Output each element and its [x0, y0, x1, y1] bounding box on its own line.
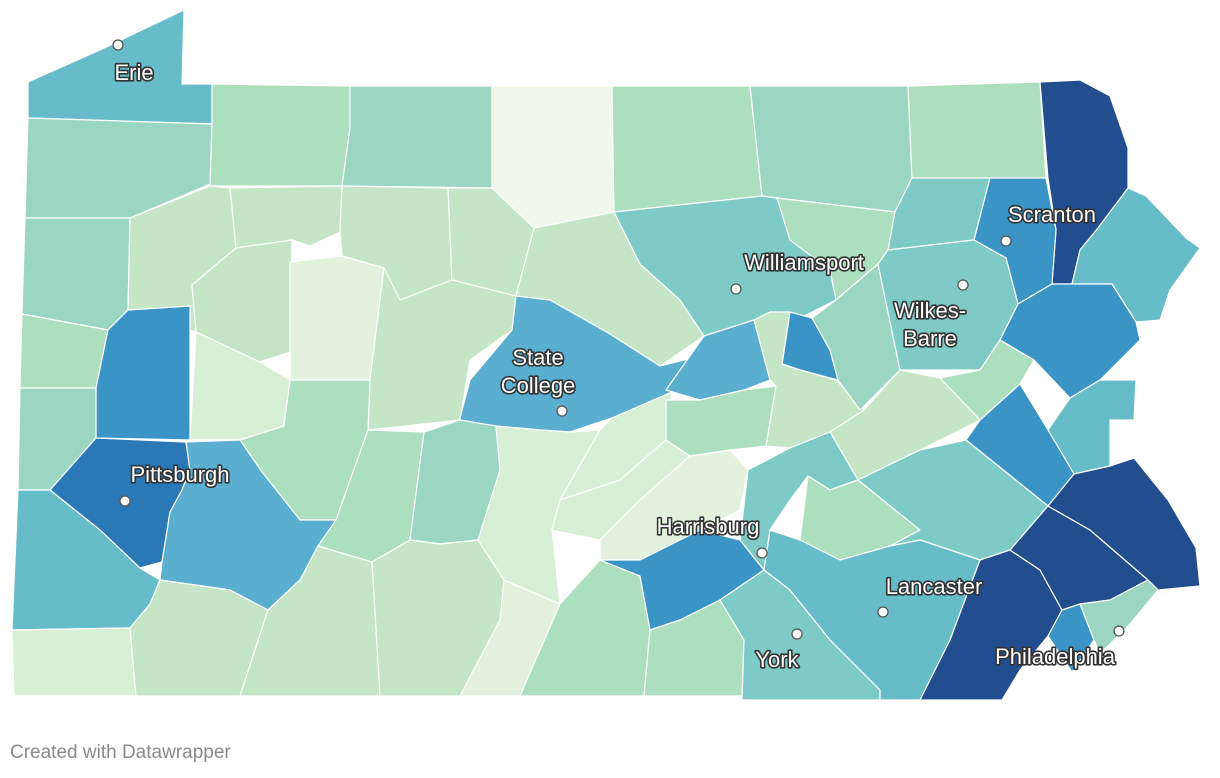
city-dot-icon	[791, 628, 803, 640]
county-bucks[interactable]	[1047, 457, 1201, 591]
county-warren[interactable]	[209, 83, 351, 187]
county-bradford[interactable]	[749, 85, 913, 213]
city-label-erie: Erie	[114, 60, 153, 85]
city-marker-york[interactable]: York	[754, 628, 803, 674]
city-label-lancaster: Lancaster	[886, 574, 983, 599]
city-dot-icon	[556, 405, 568, 417]
city-label-williamsport: Williamsport	[744, 250, 864, 275]
county-greene[interactable]	[11, 627, 137, 697]
county-mercer[interactable]	[21, 217, 131, 331]
county-mckean[interactable]	[341, 85, 493, 189]
city-marker-scranton[interactable]: Scranton	[1000, 200, 1098, 247]
county-jefferson[interactable]	[289, 255, 385, 381]
city-dot-icon	[1000, 235, 1012, 247]
city-dot-icon	[1113, 625, 1125, 637]
city-dot-icon	[112, 39, 124, 51]
county-snyder[interactable]	[665, 385, 777, 457]
city-label-harrisburg: Harrisburg	[657, 514, 760, 539]
county-tioga[interactable]	[611, 85, 763, 213]
county-dauphin[interactable]	[739, 431, 859, 571]
city-marker-erie[interactable]: Erie	[112, 39, 155, 87]
city-dot-icon	[119, 495, 131, 507]
city-label-pittsburgh: Pittsburgh	[130, 462, 229, 487]
county-centre[interactable]	[457, 295, 701, 433]
city-marker-state-college[interactable]: State College	[499, 343, 577, 417]
city-dot-icon	[877, 606, 889, 618]
city-label-wilkes-barre: Wilkes-Barre	[894, 298, 966, 351]
city-label-york: York	[755, 647, 799, 672]
county-delaware[interactable]	[1047, 603, 1095, 673]
datawrapper-credit[interactable]: Created with Datawrapper	[10, 742, 231, 763]
city-dot-icon	[756, 547, 768, 559]
county-layer	[11, 9, 1201, 701]
pennsylvania-choropleth-map: Erie Scranton Williamsport Wilkes-Barre Stat…	[11, 9, 1201, 701]
city-dot-icon	[957, 279, 969, 291]
county-philadelphia[interactable]	[1079, 579, 1159, 655]
city-label-philadelphia: Philadelphia	[995, 644, 1116, 669]
city-marker-philadelphia[interactable]: Philadelphia	[993, 625, 1125, 671]
city-marker-williamsport[interactable]: Williamsport	[730, 248, 865, 295]
city-marker-harrisburg[interactable]: Harrisburg	[655, 512, 768, 559]
county-susquehanna[interactable]	[907, 81, 1047, 179]
city-dot-icon	[730, 283, 742, 295]
city-marker-lancaster[interactable]: Lancaster	[877, 572, 984, 618]
county-fayette[interactable]	[129, 579, 269, 697]
city-marker-wilkes-barre[interactable]: Wilkes-Barre	[892, 279, 969, 353]
county-forest[interactable]	[229, 185, 343, 249]
county-columbia[interactable]	[811, 263, 901, 411]
city-label-state-college: State College	[501, 345, 576, 398]
county-crawford[interactable]	[24, 117, 213, 219]
city-marker-pittsburgh[interactable]: Pittsburgh	[119, 460, 231, 507]
city-layer: Erie Scranton Williamsport Wilkes-Barre Stat…	[112, 39, 1125, 674]
city-label-scranton: Scranton	[1008, 202, 1096, 227]
